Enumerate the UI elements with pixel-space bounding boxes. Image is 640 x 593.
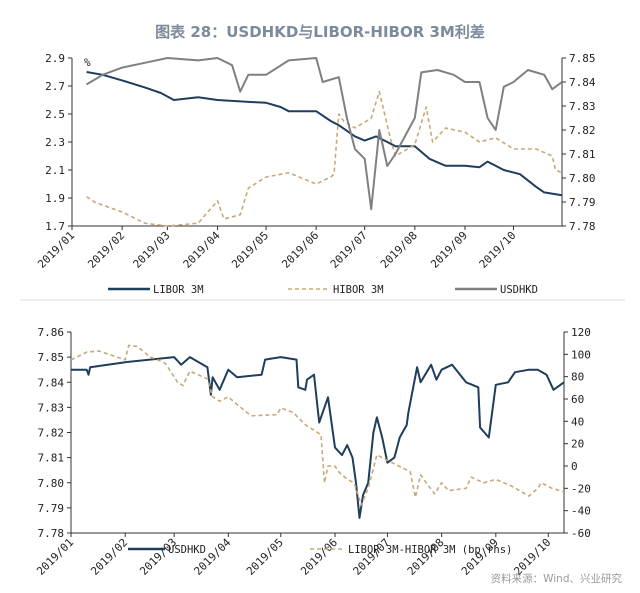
y-tick-label-right: 100: [571, 348, 591, 361]
x-tick-label: 2019/08: [405, 536, 447, 578]
y-tick-label-left: 2.9: [45, 52, 65, 65]
y-tick-label-left: 1.9: [45, 192, 65, 205]
x-tick-label: 2019/10: [477, 229, 519, 271]
x-tick-label: 2019/03: [131, 229, 173, 271]
y-tick-label-right: 7.82: [569, 124, 596, 137]
series-line-usdhkd: [71, 356, 565, 519]
y-tick-label-right: 80: [571, 371, 584, 384]
x-tick-label: 2019/09: [459, 536, 501, 578]
x-tick-label: 2019/07: [351, 536, 393, 578]
y-tick-label-left: 7.84: [38, 376, 65, 389]
y-tick-label-right: 7.78: [569, 220, 596, 233]
legend-label: USDHKD: [500, 284, 538, 296]
y-tick-label-right: 20: [571, 438, 584, 451]
legend-label: LIBOR 3M: [153, 284, 204, 296]
y-tick-label-left: 7.82: [38, 427, 65, 440]
x-tick-label: 2019/01: [34, 536, 76, 578]
y-tick-label-right: -20: [571, 482, 591, 495]
y-tick-label-left: 2.1: [45, 164, 65, 177]
x-tick-label: 2019/05: [244, 536, 286, 578]
x-tick-label: 2019/09: [428, 229, 470, 271]
y-tick-label-right: 60: [571, 393, 584, 406]
x-tick-label: 2019/01: [35, 229, 77, 271]
x-tick-label: 2019/07: [328, 229, 370, 271]
y-tick-label-left: 7.83: [38, 401, 65, 414]
x-tick-label: 2019/02: [85, 229, 127, 271]
series-line-hibor-3m: [86, 90, 563, 227]
y-tick-label-right: -40: [571, 505, 591, 518]
y-tick-label-left: 1.7: [45, 220, 65, 233]
y-tick-label-left: 7.81: [38, 452, 65, 465]
x-tick-label: 2019/06: [298, 536, 340, 578]
y-tick-label-right: 7.81: [569, 148, 596, 161]
unit-label: %: [84, 56, 91, 69]
legend-label: HIBOR 3M: [333, 284, 384, 296]
y-tick-label-right: 7.85: [569, 52, 596, 65]
y-tick-label-right: 40: [571, 415, 584, 428]
bottom-chart: 7.78 7.79 7.80 7.81 7.82 7.83 7.84 7.85 7.86 -60 -…: [34, 326, 591, 578]
y-tick-label-left: 2.5: [45, 108, 65, 121]
y-tick-label-right: 7.79: [569, 196, 596, 209]
legend-label: USDHKD: [168, 544, 206, 556]
x-tick-label: 2019/04: [191, 536, 233, 578]
x-tick-label: 2019/05: [229, 229, 271, 271]
source-note: 资料来源：Wind、兴业研究: [491, 572, 623, 585]
x-tick-label: 2019/06: [279, 229, 321, 271]
x-tick-label: 2019/03: [137, 536, 179, 578]
x-tick-label: 2019/02: [88, 536, 130, 578]
y-tick-label-right: 7.83: [569, 100, 596, 113]
y-tick-label-right: 7.80: [569, 172, 596, 185]
series-line-libor-3m-hibor-3m-bp-rhs-: [70, 344, 565, 506]
y-tick-label-left: 2.7: [45, 80, 65, 93]
y-tick-label-left: 7.78: [38, 527, 65, 540]
y-tick-label-right: 0: [571, 460, 578, 473]
x-tick-label: 2019/04: [181, 229, 223, 271]
y-tick-label-left: 7.80: [38, 477, 65, 490]
x-tick-label: 2019/08: [378, 229, 420, 271]
y-tick-label-right: 7.84: [569, 76, 596, 89]
series-line-usdhkd: [86, 57, 563, 211]
figure-title: 图表 28：USDHKD与LIBOR-HIBOR 3M利差: [155, 23, 485, 41]
y-tick-label-right: -60: [571, 527, 591, 540]
y-tick-label-left: 7.85: [38, 351, 65, 364]
x-tick-label: 2019/10: [511, 536, 553, 578]
series-line-libor-3m: [86, 71, 563, 197]
y-tick-label-left: 7.86: [38, 326, 65, 339]
y-tick-label-right: 120: [571, 326, 591, 339]
y-tick-label-left: 7.79: [38, 502, 65, 515]
top-chart: 1.7 1.9 2.1 2.3 2.5 2.7 2.9 7.78 7.79 7.80 7.81 7.8…: [35, 52, 596, 296]
legend-label: LIBOR 3M-HIBOR 3M (bp rhs): [348, 544, 512, 556]
y-tick-label-left: 2.3: [45, 136, 65, 149]
